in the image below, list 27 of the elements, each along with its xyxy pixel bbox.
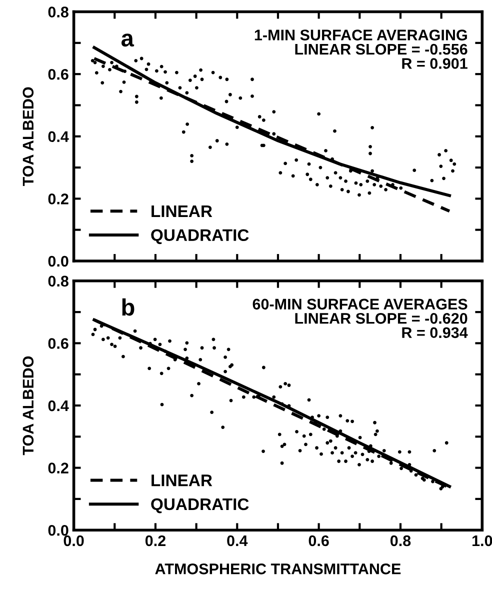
y-tick-label: 0.6 xyxy=(48,338,68,349)
x-axis-title: ATMOSPHERIC TRANSMITTANCE xyxy=(155,563,401,574)
y-tick-label: 0.4 xyxy=(48,131,69,142)
x-tick-label: 0.2 xyxy=(145,535,166,546)
y-tick-label: 0.2 xyxy=(48,194,68,204)
annotation: 1-MIN SURFACE AVERAGING LINEAR SLOPE = -0.556 R = 0.901 xyxy=(254,30,468,69)
y-tick-label: 0.0 xyxy=(48,256,68,267)
y-axis-title: TOA ALBEDO xyxy=(22,356,34,456)
annotation: 60-MIN SURFACE AVERAGES LINEAR SLOPE = -0.620 R = 0.934 xyxy=(252,298,468,338)
annotation: a xyxy=(121,34,134,47)
y-tick-label: 0.4 xyxy=(48,400,69,412)
x-tick-label: 0.6 xyxy=(308,535,329,546)
x-tick-label: 0.0 xyxy=(64,535,84,546)
x-tick-label: 0.4 xyxy=(227,535,248,546)
legend-label: LINEAR xyxy=(152,474,212,486)
y-tick-label: 0.6 xyxy=(48,68,68,80)
y-tick-label: 0.8 xyxy=(48,6,68,18)
x-tick-label: 1.0 xyxy=(472,535,492,546)
x-tick-label: 0.8 xyxy=(390,535,411,546)
y-tick-label: 0.0 xyxy=(48,524,68,536)
y-tick-label: 0.2 xyxy=(48,462,68,474)
annotation: b xyxy=(122,298,134,316)
legend-label: QUADRATIC xyxy=(151,498,249,514)
y-tick-label: 0.8 xyxy=(48,276,68,287)
y-axis-title: TOA ALBEDO xyxy=(22,87,34,186)
legend-label: QUADRATIC xyxy=(151,229,249,244)
legend-label: LINEAR xyxy=(152,206,212,217)
